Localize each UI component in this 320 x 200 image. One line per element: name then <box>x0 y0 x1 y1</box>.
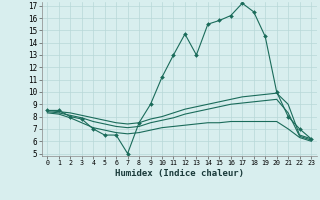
X-axis label: Humidex (Indice chaleur): Humidex (Indice chaleur) <box>115 169 244 178</box>
